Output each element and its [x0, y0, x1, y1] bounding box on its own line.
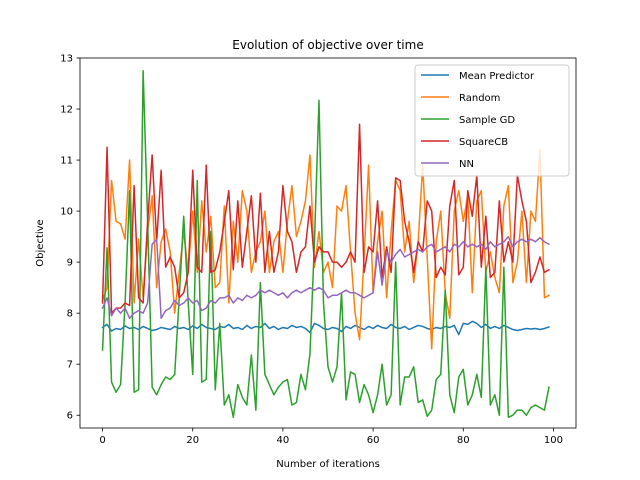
- y-tick-label: 12: [60, 105, 73, 116]
- x-tick-label: 0: [99, 435, 105, 446]
- series-line-2: [101, 149, 550, 350]
- series-line-5: [101, 235, 550, 320]
- y-tick-label: 9: [67, 258, 73, 269]
- x-axis-label: Number of iterations: [276, 459, 380, 470]
- y-tick-label: 10: [60, 207, 73, 218]
- legend-label: NN: [459, 159, 474, 170]
- y-tick-label: 11: [60, 156, 73, 167]
- y-tick-label: 8: [67, 309, 73, 320]
- x-tick-label: 20: [186, 435, 199, 446]
- x-tick-label: 40: [277, 435, 290, 446]
- y-axis: 6 7 8 9 10 11 12 13: [60, 54, 80, 422]
- series-line-3: [101, 70, 550, 419]
- y-axis-label: Objective: [35, 219, 46, 266]
- legend-box: [414, 64, 570, 177]
- x-tick-label: 60: [367, 435, 380, 446]
- series-layer: [101, 70, 550, 419]
- y-tick-label: 13: [60, 54, 73, 65]
- x-tick-label: 80: [457, 435, 470, 446]
- legend-label: Sample GD: [459, 115, 515, 126]
- legend-label: SquareCB: [459, 137, 508, 148]
- legend-label: Mean Predictor: [459, 71, 535, 82]
- x-axis: 0 20 40 60 80 100: [99, 428, 563, 446]
- chart-title: Evolution of objective over time: [232, 38, 423, 52]
- x-tick-label: 100: [544, 435, 563, 446]
- y-tick-label: 6: [67, 411, 73, 422]
- legend: Mean Predictor Random Sample GD SquareCB NN: [414, 64, 570, 177]
- plot-area: [79, 57, 577, 429]
- y-tick-label: 7: [67, 360, 73, 371]
- legend-label: Random: [459, 93, 500, 104]
- plot-frame: [79, 57, 577, 429]
- series-line-4: [101, 123, 550, 314]
